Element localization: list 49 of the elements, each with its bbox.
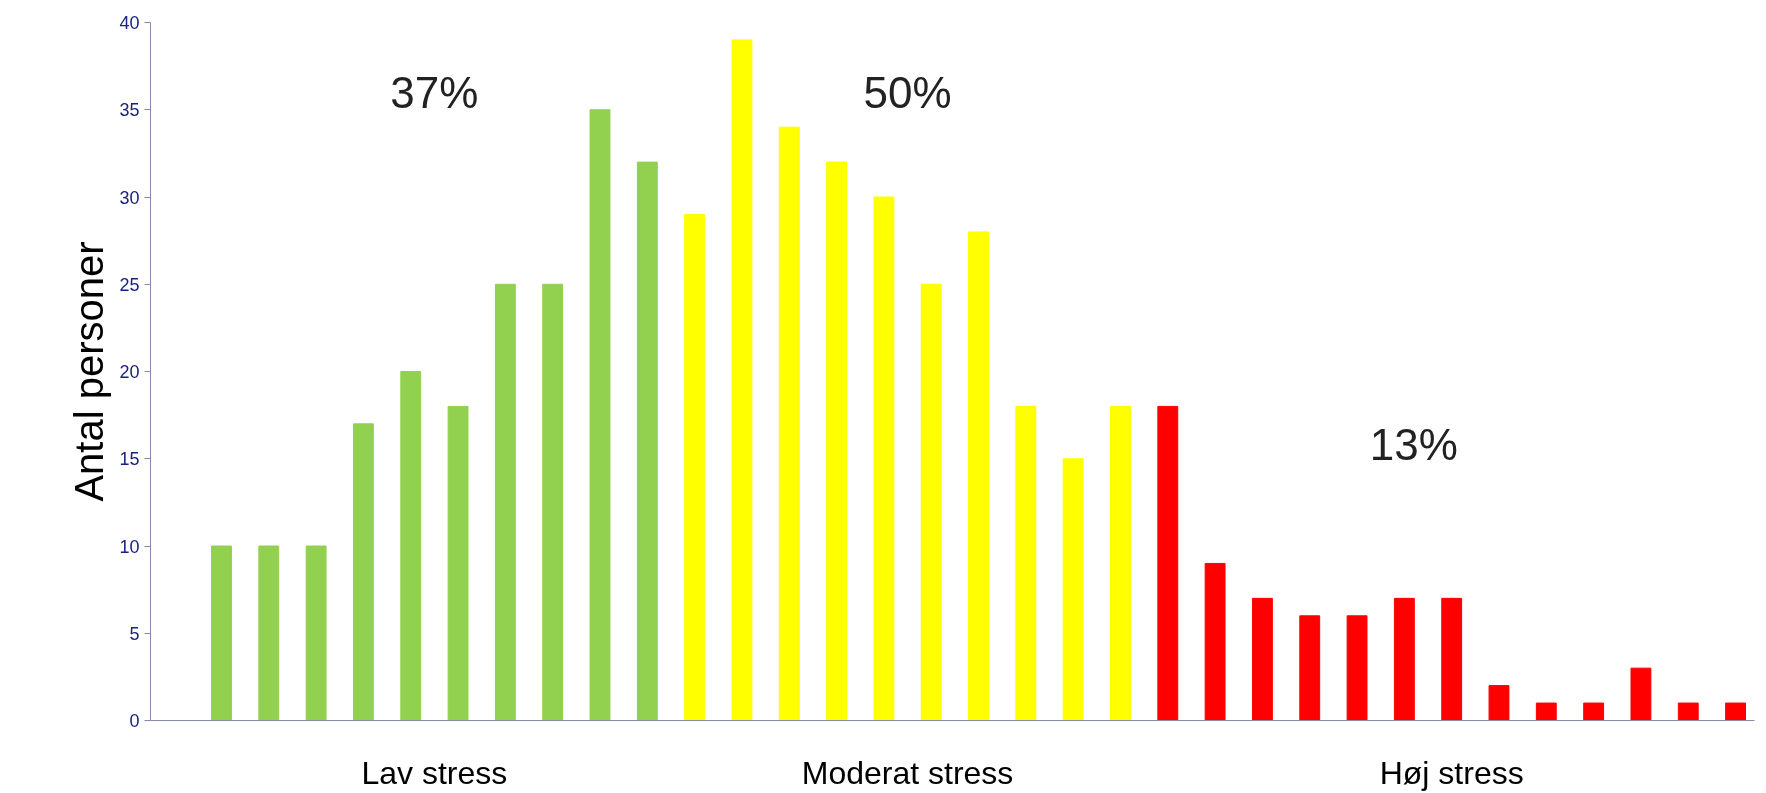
bar <box>211 545 232 721</box>
text: Moderat stress <box>801 754 1014 791</box>
bar <box>873 196 895 721</box>
annotation: 13% <box>1369 420 1458 470</box>
y-tick-label: 10 <box>119 536 140 557</box>
bar <box>1062 458 1084 721</box>
bar <box>1251 597 1273 721</box>
bar <box>731 39 753 721</box>
y-tick-label: 30 <box>119 187 140 208</box>
text: Lav stress <box>361 754 508 791</box>
bar <box>826 161 848 721</box>
bar <box>400 371 422 721</box>
y-tick-label: 25 <box>119 274 140 295</box>
bar <box>1630 667 1652 721</box>
text: Høj stress <box>1379 754 1524 791</box>
bar <box>1015 405 1037 721</box>
annotation: 37% <box>390 67 479 117</box>
bar <box>1535 702 1557 721</box>
bar <box>589 109 611 721</box>
bar <box>778 126 800 721</box>
bar <box>1346 615 1368 721</box>
y-tick-label: 35 <box>119 100 140 121</box>
bar <box>1488 685 1510 721</box>
y-tick-label: 40 <box>119 13 140 33</box>
bar <box>920 283 942 721</box>
bar <box>542 283 564 721</box>
bar <box>352 423 374 721</box>
bar <box>447 405 469 721</box>
bar <box>1393 597 1415 721</box>
bar <box>1110 405 1131 721</box>
bar <box>1583 702 1605 721</box>
bar <box>684 213 706 721</box>
y-tick-label: 15 <box>119 449 140 470</box>
bar <box>1677 702 1699 721</box>
bar <box>1725 702 1747 721</box>
bar <box>1157 405 1179 721</box>
bar <box>494 283 516 721</box>
y-tick-label: 5 <box>129 623 140 644</box>
bar <box>1299 615 1321 721</box>
bar <box>1441 597 1463 721</box>
annotation: 50% <box>863 67 952 117</box>
bar <box>968 231 989 721</box>
bar <box>1204 562 1226 721</box>
y-tick-label: 20 <box>119 362 140 382</box>
bar <box>636 161 658 721</box>
y-tick-label: 0 <box>129 711 140 731</box>
bar <box>305 545 327 721</box>
bar <box>258 545 280 721</box>
y-axis-title: Antal personer <box>67 241 112 502</box>
